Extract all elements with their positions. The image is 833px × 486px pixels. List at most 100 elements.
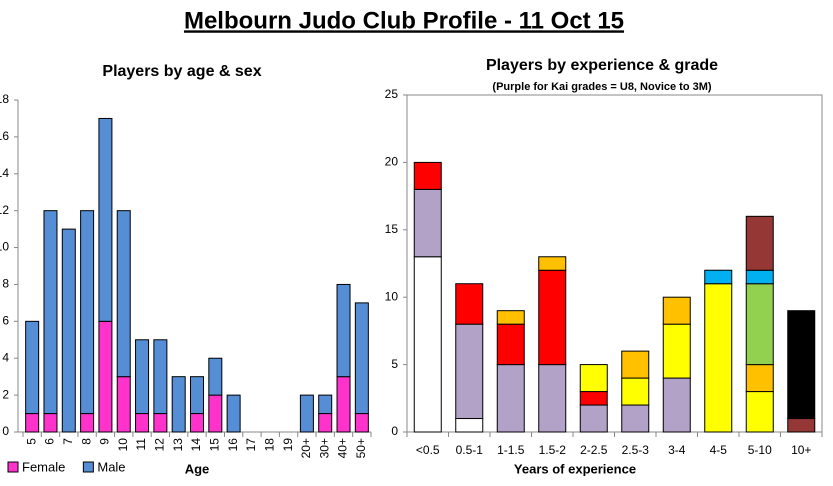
bar-segment <box>621 377 650 406</box>
x-tick-label: 9 <box>98 438 112 445</box>
x-tick-label: 17 <box>244 438 258 452</box>
bar-segment <box>455 283 484 325</box>
bar-segment <box>745 269 774 285</box>
bar-segment <box>336 376 351 433</box>
legend-label: Female <box>22 459 65 474</box>
x-tick-label: 2-2.5 <box>580 443 608 457</box>
x-tick-label: 8 <box>79 438 93 445</box>
legend-label: Male <box>97 459 125 474</box>
bar-segment <box>116 210 131 378</box>
x-tick-label: 4-5 <box>710 443 728 457</box>
bar-segment <box>496 364 525 433</box>
bar-segment <box>208 394 223 433</box>
bar-segment <box>538 364 567 433</box>
x-tick-label: 20+ <box>299 438 313 458</box>
bar-segment <box>190 413 204 433</box>
x-tick-label: 16 <box>226 438 240 452</box>
bar-segment <box>354 413 369 433</box>
bar-segment <box>496 323 525 366</box>
bar-segment <box>153 413 168 433</box>
bar-segment <box>354 302 369 415</box>
bar-segment <box>80 413 95 433</box>
y-tick-label: 0 <box>2 424 9 438</box>
y-tick-label: 10 <box>385 289 399 303</box>
x-tick-label: 2.5-3 <box>622 443 650 457</box>
bar-segment <box>787 310 816 420</box>
bar-segment <box>61 228 76 433</box>
bar-segment <box>413 188 442 258</box>
chart-subtitle: (Purple for Kai grades = U8, Novice to 3… <box>492 81 711 93</box>
bar-segment <box>662 323 691 379</box>
x-tick-label: <0.5 <box>416 443 440 457</box>
bar-segment <box>621 350 650 379</box>
y-tick-label: 12 <box>0 203 9 217</box>
y-tick-label: 16 <box>0 129 9 143</box>
x-tick-label: 5 <box>24 438 38 445</box>
x-axis-label: Years of experience <box>514 461 636 476</box>
x-axis-label: Age <box>185 461 210 476</box>
y-tick-label: 20 <box>385 155 399 169</box>
chart-title: Players by age & sex <box>102 63 261 80</box>
x-tick-label: 12 <box>153 438 167 452</box>
bar-segment <box>336 283 351 378</box>
bar-segment <box>43 210 58 415</box>
bar-segment <box>787 418 816 433</box>
bar-segment <box>662 377 691 433</box>
y-tick-label: 6 <box>2 314 9 328</box>
legend-swatch <box>7 461 19 473</box>
y-tick-label: 25 <box>385 87 399 101</box>
bar-segment <box>25 413 40 433</box>
y-tick-label: 4 <box>2 350 9 364</box>
bar-segment <box>496 310 525 325</box>
bar-segment <box>98 320 113 433</box>
y-tick-label: 18 <box>0 92 9 106</box>
bar-segment <box>413 256 442 433</box>
bar-segment <box>704 283 733 433</box>
x-tick-label: 10 <box>116 438 130 452</box>
x-tick-label: 50+ <box>354 438 368 458</box>
bar-segment <box>226 394 241 433</box>
bar-segment <box>745 364 774 393</box>
x-tick-label: 13 <box>171 438 185 452</box>
y-tick-label: 8 <box>2 277 9 291</box>
x-tick-label: 40+ <box>336 438 350 458</box>
bar-segment <box>662 296 691 325</box>
bar-segment <box>299 394 314 433</box>
bar-segment <box>745 391 774 433</box>
bar-segment <box>538 256 567 271</box>
bar-segment <box>98 117 113 322</box>
bar-segment <box>135 413 150 433</box>
x-tick-label: 15 <box>207 438 221 452</box>
chart-title: Players by experience & grade <box>486 57 718 74</box>
x-tick-label: 1.5-2 <box>539 443 567 457</box>
x-tick-label: 18 <box>262 438 276 452</box>
x-tick-label: 10+ <box>791 443 811 457</box>
bar-segment <box>80 210 95 415</box>
x-tick-label: 6 <box>43 438 57 445</box>
y-tick-label: 15 <box>385 222 399 236</box>
x-tick-label: 30+ <box>317 438 331 458</box>
bar-segment <box>135 339 150 415</box>
bar-segment <box>745 283 774 366</box>
x-tick-label: 5-10 <box>748 443 772 457</box>
bar-segment <box>25 320 40 415</box>
x-tick-label: 3-4 <box>668 443 686 457</box>
y-tick-label: 0 <box>391 424 398 438</box>
legend-swatch <box>82 461 94 473</box>
y-tick-label: 5 <box>391 357 398 371</box>
bar-segment <box>153 339 168 415</box>
page-title: Melbourn Judo Club Profile - 11 Oct 15 <box>184 7 624 34</box>
bar-segment <box>116 376 131 433</box>
x-tick-label: 14 <box>189 438 203 452</box>
y-tick-label: 2 <box>2 387 9 401</box>
bar-segment <box>455 418 484 433</box>
bar-segment <box>208 357 223 396</box>
bar-segment <box>579 404 608 433</box>
bar-segment <box>171 376 186 433</box>
x-tick-label: 11 <box>134 438 148 451</box>
x-tick-label: 1-1.5 <box>497 443 525 457</box>
bar-segment <box>745 215 774 271</box>
bar-segment <box>538 269 567 366</box>
bar-segment <box>704 269 733 285</box>
